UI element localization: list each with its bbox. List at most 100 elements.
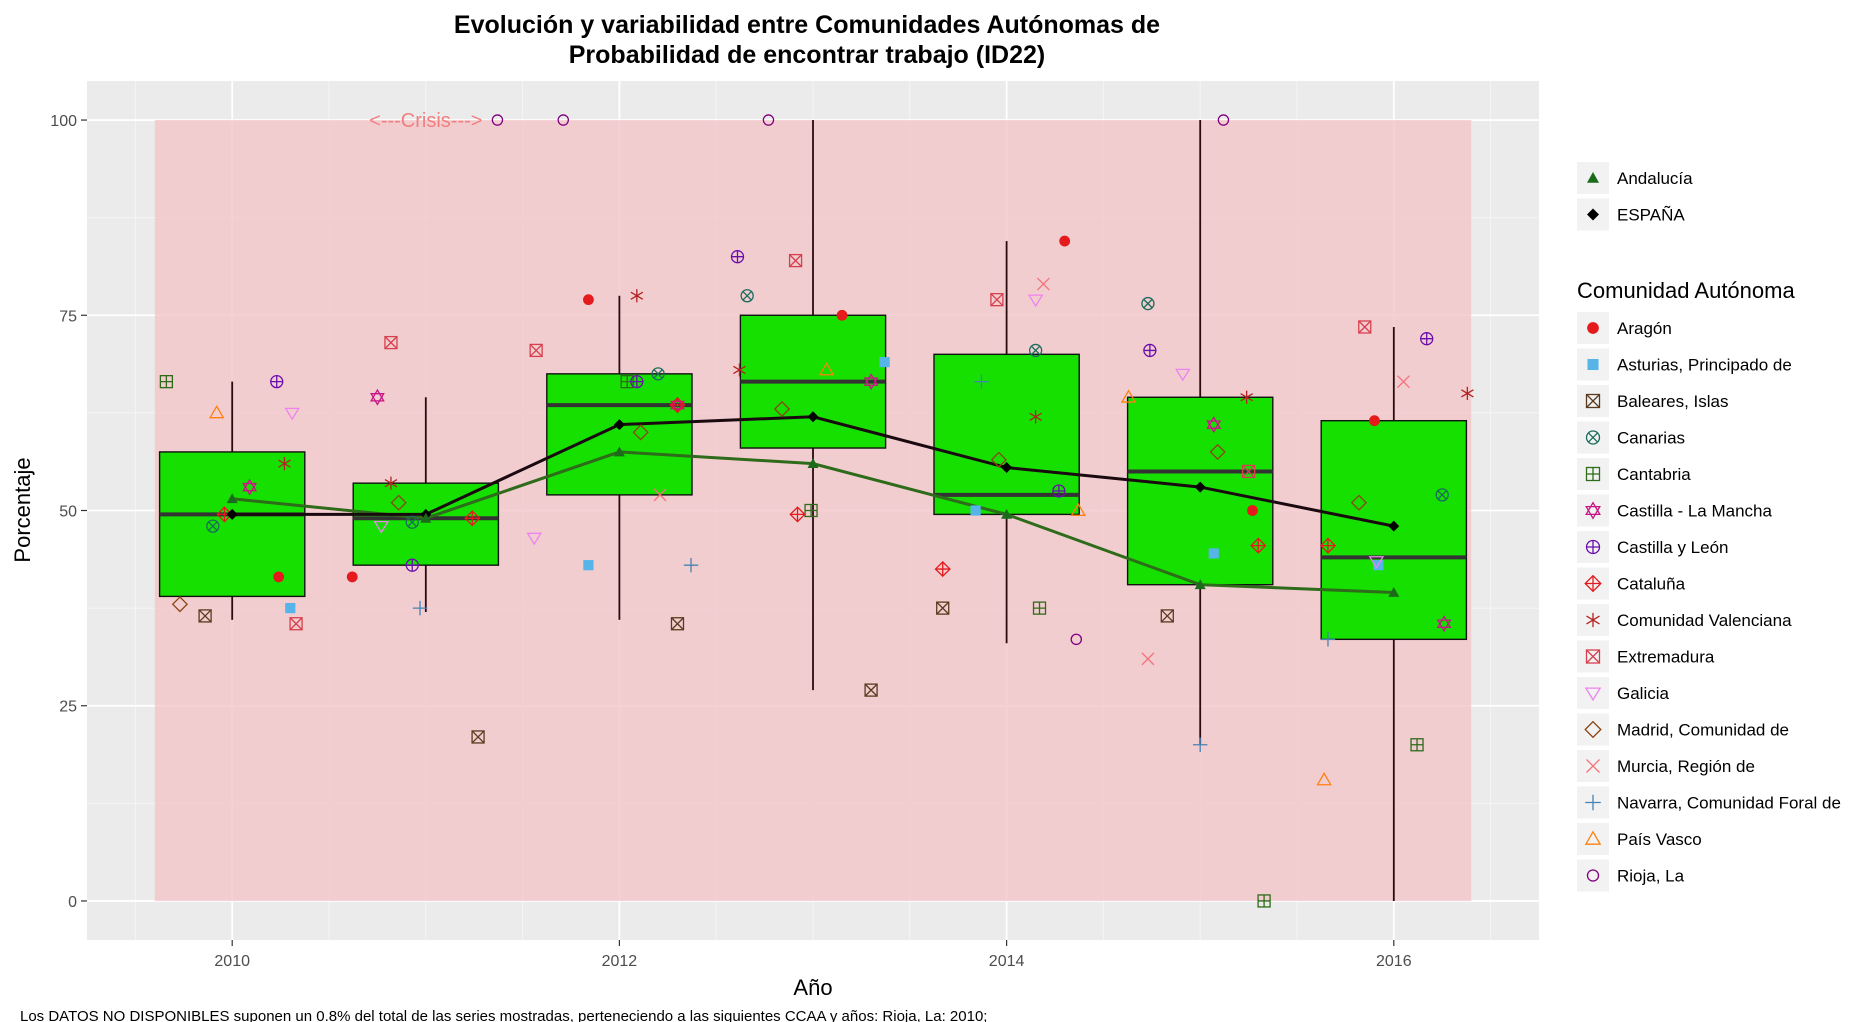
point-murcia-region-de: [1141, 652, 1155, 666]
box-iqr: [352, 482, 500, 566]
point-galicia: [373, 520, 390, 534]
x-tick-label: 2014: [989, 953, 1025, 970]
legend-key-bg: [1577, 713, 1609, 746]
point-aragon: [1059, 235, 1071, 247]
point-espana: [807, 411, 819, 423]
point-cantabria: [1032, 601, 1047, 615]
point-castilla-la-mancha: [242, 478, 258, 496]
legend-key-murcia-region-de: [1586, 759, 1600, 773]
point-espana: [613, 419, 625, 431]
x-axis-ticks: 2010 2012 2014 2016: [214, 940, 1412, 970]
point-comunidad-valenciana: [278, 457, 291, 471]
point-castilla-la-mancha: [863, 373, 879, 391]
legend-label-cantabria: Cantabria: [1617, 465, 1691, 484]
point-extremadura: [1241, 464, 1256, 479]
point-aragon: [583, 294, 594, 306]
legend-label-cataluna: Cataluña: [1617, 575, 1686, 594]
y-tick-label: 25: [59, 699, 77, 716]
point-navarra-comunidad-foral-de: [1320, 632, 1336, 647]
point-comunidad-valenciana: [384, 476, 398, 490]
x-tick-label: 2012: [602, 953, 638, 970]
point-andalucia: [807, 458, 819, 469]
point-pais-vasco: [208, 404, 225, 419]
point-cantabria: [1257, 894, 1271, 908]
chart-title-line2: Probabilidad de encontrar trabajo (ID22): [569, 41, 1045, 69]
point-andalucia: [613, 446, 625, 457]
chart-title-line1: Evolución y variabilidad entre Comunidad…: [454, 11, 1160, 39]
y-tick-label: 100: [50, 113, 77, 130]
point-castilla-la-mancha: [1206, 416, 1222, 434]
legend-key-extremadura: [1585, 649, 1601, 664]
point-baleares-islas: [471, 730, 485, 744]
point-espana: [1194, 481, 1206, 493]
legend-key-bg: [1577, 859, 1609, 892]
point-andalucia: [1388, 586, 1400, 597]
point-rioja-la: [1217, 114, 1230, 126]
point-murcia-region-de: [1036, 277, 1050, 291]
point-aragon: [346, 571, 358, 583]
point-galicia: [1175, 368, 1191, 382]
point-canarias: [1141, 296, 1155, 311]
x-tick-label: 2016: [1376, 953, 1412, 970]
point-espana: [226, 508, 238, 520]
legend: Aragón Asturias, Principado de Baleares, I…: [1577, 312, 1841, 892]
box-iqr: [546, 373, 693, 496]
point-navarra-comunidad-foral-de: [683, 557, 699, 573]
point-asturias-principado-de: [1208, 548, 1219, 559]
point-madrid-comunidad-de: [632, 424, 649, 441]
point-cantabria: [1410, 738, 1424, 752]
point-canarias: [1028, 343, 1043, 358]
point-comunidad-valenciana: [1461, 386, 1474, 400]
point-asturias-principado-de: [970, 505, 981, 516]
legend-label-extremadura: Extremadura: [1617, 648, 1715, 667]
point-aragon: [1247, 505, 1258, 516]
legend-key-comunidad-valenciana: [1586, 612, 1600, 628]
legend-key-baleares-islas: [1585, 393, 1601, 409]
legend-key-bg: [1577, 494, 1609, 527]
point-canarias: [740, 289, 754, 303]
point-comunidad-valenciana: [1240, 390, 1253, 404]
point-baleares-islas: [1160, 609, 1174, 623]
legend-title: Comunidad Autónoma: [1577, 278, 1795, 303]
legend-key-cantabria: [1585, 466, 1601, 482]
legend-label-castilla-la-mancha: Castilla - La Mancha: [1617, 502, 1773, 521]
point-navarra-comunidad-foral-de: [1193, 737, 1208, 752]
legend-top: Andalucía ESPAÑA: [1577, 162, 1693, 231]
legend-key-cataluna: [1584, 574, 1602, 593]
data-points: [159, 114, 1474, 908]
point-cataluna: [789, 506, 806, 523]
point-galicia: [1027, 294, 1044, 308]
point-canarias: [1435, 488, 1449, 502]
point-madrid-comunidad-de: [390, 494, 407, 511]
box-iqr: [933, 353, 1080, 516]
legend-key-aragon: [1587, 322, 1599, 334]
point-cataluna: [669, 396, 686, 414]
legend-key-bg: [1577, 677, 1609, 709]
point-navarra-comunidad-foral-de: [974, 374, 989, 389]
legend-label-canarias: Canarias: [1617, 429, 1685, 448]
point-baleares-islas: [864, 683, 878, 697]
point-cataluna: [934, 560, 951, 578]
legend-key-andalucia: [1587, 172, 1599, 183]
chart-caption: Los DATOS NO DISPONIBLES suponen un 0.8%…: [20, 1008, 987, 1022]
y-tick-label: 75: [59, 308, 77, 325]
point-galicia: [526, 532, 542, 546]
point-comunidad-valenciana: [630, 289, 644, 303]
point-aragon: [836, 309, 848, 321]
point-canarias: [206, 519, 220, 533]
point-extremadura: [529, 343, 543, 358]
point-asturias-principado-de: [583, 560, 594, 571]
point-murcia-region-de: [1397, 375, 1410, 389]
legend-key-castilla-y-leon: [1585, 539, 1601, 555]
legend-key-asturias-principado-de: [1587, 358, 1599, 371]
y-tick-label: 50: [59, 504, 77, 521]
point-andalucia: [226, 493, 238, 504]
point-comunidad-valenciana: [1029, 410, 1042, 424]
point-baleares-islas: [198, 609, 212, 623]
point-madrid-comunidad-de: [773, 400, 791, 418]
point-madrid-comunidad-de: [1350, 494, 1368, 511]
legend-label-galicia: Galicia: [1617, 684, 1670, 703]
legend-label-andalucia: Andalucía: [1617, 169, 1693, 188]
point-castilla-y-leon: [1143, 343, 1157, 358]
point-baleares-islas: [670, 617, 685, 631]
